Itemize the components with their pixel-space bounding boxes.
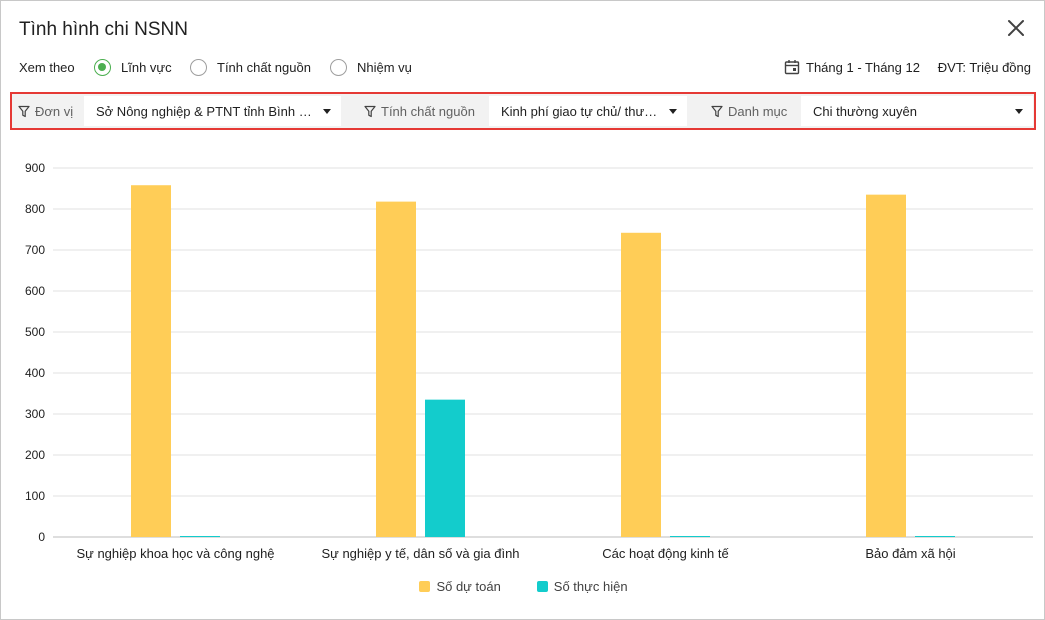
radio-label: Lĩnh vực [121, 59, 172, 75]
category-select[interactable]: Chi thường xuyên [801, 96, 1033, 126]
radio-label: Nhiệm vụ [357, 59, 412, 75]
x-tick-label: Các hoạt động kinh tế [602, 546, 729, 561]
x-tick-label: Sự nghiệp y tế, dân số và gia đình [321, 546, 519, 561]
period-picker[interactable]: Tháng 1 - Tháng 12 [784, 57, 920, 77]
close-icon[interactable] [1005, 17, 1027, 39]
y-tick-label: 400 [25, 366, 45, 380]
radio-unchecked-icon [330, 58, 347, 76]
filter-icon [364, 105, 376, 117]
y-tick-label: 100 [25, 489, 45, 503]
view-by-label: Xem theo [19, 60, 75, 75]
calendar-icon [784, 60, 800, 75]
filter-unit-label: Đơn vị [18, 96, 82, 126]
bar [425, 399, 465, 537]
chevron-down-icon [323, 108, 331, 114]
radio-checked-icon [94, 58, 111, 76]
radio-unchecked-icon [190, 58, 207, 76]
chevron-down-icon [669, 108, 677, 114]
bar [866, 194, 906, 537]
view-by-row: Xem theo Lĩnh vực Tính chất nguồn Nhiệm … [19, 57, 1031, 79]
filter-label-text: Tính chất nguồn [381, 103, 475, 119]
radio-linh-vuc[interactable]: Lĩnh vực [94, 57, 172, 77]
bar [376, 201, 416, 537]
bar-chart: 0 100 200 300 400 500 600 700 800 900 Sự nghiệp kh… [25, 161, 1033, 561]
bar [180, 536, 220, 537]
chart-legend: Số dự toán Số thực hiện [1, 579, 1045, 594]
x-tick-label: Bảo đảm xã hội [865, 546, 955, 561]
y-tick-label: 700 [25, 243, 45, 257]
radio-nhiem-vu[interactable]: Nhiệm vụ [330, 57, 412, 77]
unit-label: ĐVT: Triệu đồng [937, 60, 1031, 75]
radio-label: Tính chất nguồn [217, 59, 311, 75]
y-tick-label: 0 [38, 530, 45, 544]
chevron-down-icon [1015, 108, 1023, 114]
legend-item-estimate[interactable]: Số dự toán [419, 579, 501, 594]
y-tick-label: 500 [25, 325, 45, 339]
filter-icon [711, 105, 723, 117]
category-select-value: Chi thường xuyên [813, 103, 917, 119]
filter-label-text: Danh mục [728, 103, 788, 119]
legend-label: Số thực hiện [553, 579, 628, 594]
radio-tinh-chat-nguon[interactable]: Tính chất nguồn [190, 57, 311, 77]
legend-swatch [536, 581, 548, 592]
bar [621, 232, 661, 537]
dialog-title: Tình hình chi NSNN [19, 19, 188, 40]
bar [915, 536, 955, 537]
unit-select-value: Sở Nông nghiệp & PTNT tỉnh Bình Định [96, 103, 317, 119]
y-tick-label: 800 [25, 202, 45, 216]
y-tick-label: 200 [25, 448, 45, 462]
unit-select[interactable]: Sở Nông nghiệp & PTNT tỉnh Bình Định [84, 96, 341, 126]
filter-bar: Đơn vị Sở Nông nghiệp & PTNT tỉnh Bình Đ… [10, 92, 1036, 130]
y-tick-label: 600 [25, 284, 45, 298]
x-tick-label: Sự nghiệp khoa học và công nghệ [76, 546, 274, 561]
filter-icon [18, 105, 30, 117]
legend-item-actual[interactable]: Số thực hiện [536, 579, 628, 594]
y-tick-label: 300 [25, 407, 45, 421]
bar [670, 536, 710, 537]
source-select-value: Kinh phí giao tự chủ/ thường xuyên [501, 103, 663, 119]
filter-label-text: Đơn vị [35, 103, 74, 119]
y-tick-label: 900 [25, 161, 45, 175]
legend-label: Số dự toán [436, 579, 501, 594]
filter-category-label: Danh mục [711, 96, 799, 126]
bar [131, 185, 171, 537]
source-select[interactable]: Kinh phí giao tự chủ/ thường xuyên [489, 96, 687, 126]
legend-swatch [419, 581, 431, 592]
period-label: Tháng 1 - Tháng 12 [806, 59, 920, 75]
filter-source-label: Tính chất nguồn [364, 96, 488, 126]
